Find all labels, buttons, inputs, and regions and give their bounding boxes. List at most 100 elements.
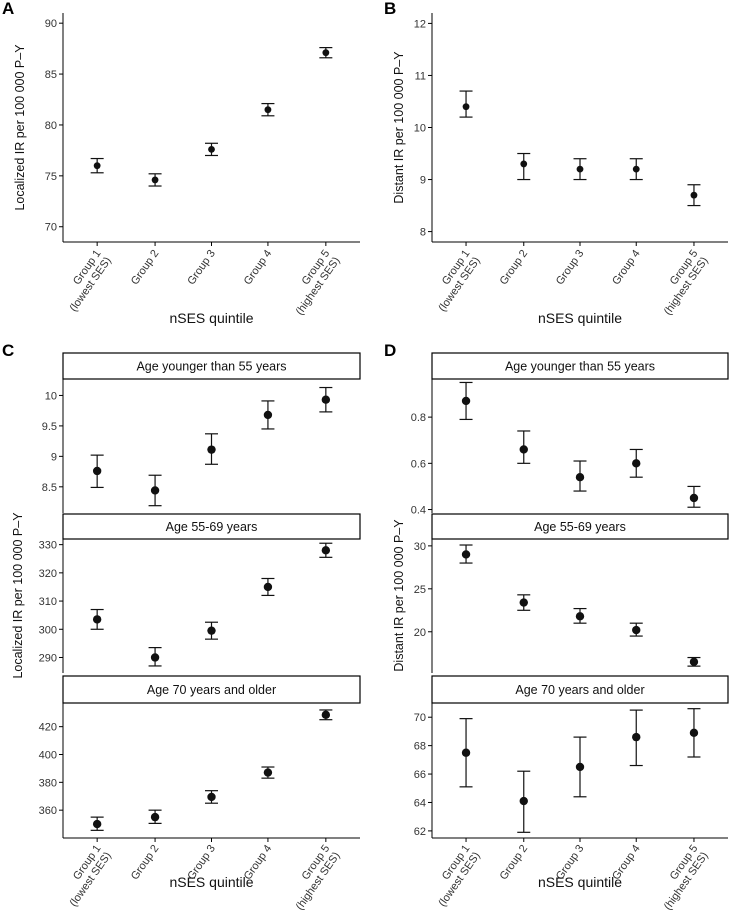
y-tick-label: 9.5	[42, 421, 57, 433]
facet: Age 55-69 years 290 300 310 320 330	[39, 513, 361, 673]
facet-strip-label: Age 70 years and older	[147, 683, 276, 697]
x-tick-label: Group 1(lowest SES)	[426, 248, 483, 314]
facet: Age younger than 55 years 0.4 0.6 0.8	[411, 352, 729, 517]
data-point	[519, 445, 528, 454]
data-point	[263, 582, 273, 592]
y-tick-label: 12	[414, 18, 426, 30]
facet: Age 70 years and older 360 380 400 420	[39, 675, 361, 838]
y-tick-label: 0.6	[411, 458, 426, 470]
y-tick-label: 310	[39, 596, 57, 608]
panel-b: B 8 9 10 11 12 Group 1(lowest SES) Group 2 Group…	[384, 0, 728, 326]
facet: 8 9 10 11 12	[414, 13, 701, 242]
x-tick-label: Group 1(lowest SES)	[57, 248, 114, 314]
panel-label: D	[384, 341, 396, 360]
x-tick-label-line: Group 2	[498, 843, 531, 882]
facet: Age 70 years and older 62 64 66 68 70	[414, 675, 729, 838]
y-tick-label: 20	[414, 627, 426, 639]
y-tick-label: 360	[39, 805, 57, 817]
data-point	[263, 768, 273, 777]
facet-strip	[62, 352, 361, 380]
y-tick-label: 10	[45, 390, 57, 402]
x-tick-label: Group 2	[129, 248, 162, 287]
data-point	[208, 145, 215, 153]
x-tick-label-line: Group 4	[610, 248, 643, 287]
y-tick-label: 0.8	[411, 412, 426, 424]
x-tick-label: Group 3	[185, 248, 218, 287]
data-point	[462, 103, 470, 111]
x-tick-label-line: Group 3	[185, 248, 218, 287]
data-point	[150, 486, 160, 495]
x-tick-label: Group 5(highest SES)	[652, 248, 711, 318]
y-tick-label: 9	[51, 451, 57, 463]
facet: Age younger than 55 years 8.5 9 9.5 10	[42, 352, 361, 513]
facet: 70 75 80 85 90	[45, 13, 333, 242]
panel-a: A 70 75 80 85 90 Group 1(lowest SES) Group 2 Gro…	[2, 0, 360, 326]
x-tick-label: Group 5(highest SES)	[652, 843, 711, 913]
y-tick-label: 90	[45, 18, 57, 30]
facet-strip-label: Age 55-69 years	[166, 520, 258, 534]
facet-strip	[431, 352, 729, 380]
data-point	[264, 106, 272, 114]
x-axis-title: nSES quintile	[538, 874, 622, 890]
facet: Age 55-69 years 20 25 30	[414, 513, 729, 673]
y-tick-label: 75	[45, 171, 57, 183]
data-point	[575, 612, 585, 621]
x-tick-label: Group 2	[129, 843, 162, 882]
data-point	[461, 396, 471, 406]
x-tick-label: Group 1(lowest SES)	[57, 843, 114, 909]
data-point	[151, 176, 159, 184]
x-tick-label: Group 2	[498, 248, 531, 287]
data-point	[92, 466, 102, 476]
facet-strip	[62, 675, 361, 704]
panel-c: C Age younger than 55 years 8.5 9 9.5 10 Age 5…	[2, 341, 361, 912]
data-point	[689, 493, 699, 503]
data-point	[321, 710, 331, 720]
facet-strip-label: Age younger than 55 years	[505, 360, 655, 374]
y-tick-label: 80	[45, 120, 57, 132]
y-axis-title: Localized IR per 100 000 P–Y	[11, 512, 25, 679]
data-point	[575, 472, 585, 482]
data-point	[632, 732, 641, 742]
panel-label: B	[384, 0, 396, 18]
facet-strip	[431, 675, 729, 704]
y-tick-label: 70	[45, 222, 57, 234]
data-point	[207, 626, 216, 635]
panel-label: C	[2, 341, 14, 360]
x-tick-label: Group 1(lowest SES)	[426, 843, 483, 909]
facet-strip-label: Age 70 years and older	[515, 683, 644, 697]
data-point	[519, 598, 528, 607]
y-tick-label: 8.5	[42, 482, 57, 494]
x-axis-title: nSES quintile	[169, 874, 253, 890]
x-tick-label-line: Group 4	[242, 248, 275, 287]
y-axis-title: Distant IR per 100 000 P–Y	[392, 51, 406, 204]
data-point	[632, 625, 641, 635]
y-tick-label: 70	[414, 712, 426, 724]
y-tick-label: 85	[45, 69, 57, 81]
y-tick-label: 66	[414, 769, 426, 781]
y-tick-label: 8	[420, 227, 426, 239]
y-tick-label: 68	[414, 741, 426, 753]
y-tick-label: 64	[414, 797, 426, 809]
y-tick-label: 0.4	[411, 505, 426, 517]
data-point	[321, 546, 331, 555]
x-tick-label: Group 4	[610, 248, 643, 287]
data-point	[632, 459, 641, 468]
data-point	[632, 165, 640, 173]
facet-strip-label: Age 55-69 years	[534, 520, 626, 534]
y-tick-label: 420	[39, 722, 57, 734]
data-point	[689, 657, 699, 667]
x-tick-label-line: Group 2	[129, 843, 162, 882]
x-tick-label: Group 2	[498, 843, 531, 882]
data-point	[322, 49, 330, 57]
panel-label: A	[2, 0, 14, 18]
data-point	[207, 792, 216, 802]
data-point	[207, 445, 216, 454]
x-tick-label: Group 5(highest SES)	[284, 248, 343, 318]
x-tick-label-line: Group 2	[498, 248, 531, 287]
y-tick-label: 62	[414, 826, 426, 838]
y-tick-label: 9	[420, 175, 426, 187]
facet-strip	[62, 513, 361, 540]
data-point	[150, 653, 160, 662]
data-point	[575, 762, 585, 772]
